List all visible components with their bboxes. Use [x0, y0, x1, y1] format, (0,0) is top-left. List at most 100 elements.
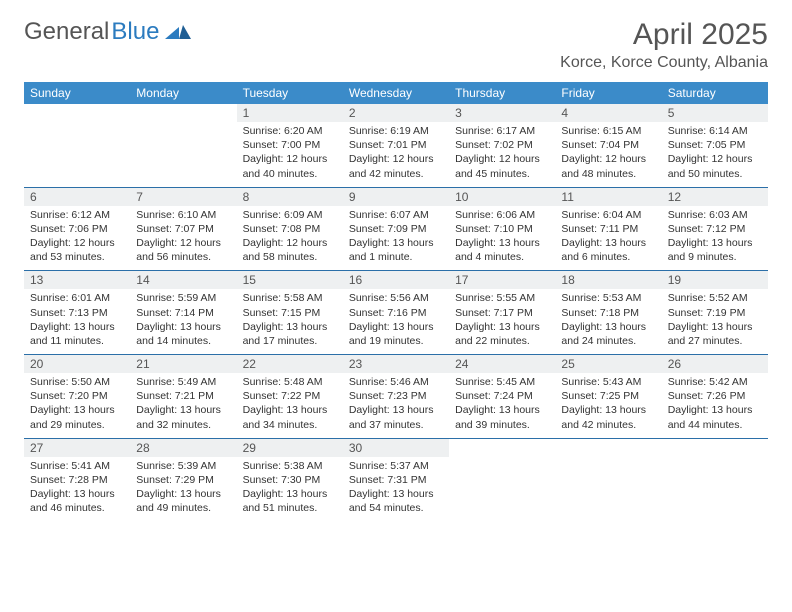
- calendar-cell: 28Sunrise: 5:39 AMSunset: 7:29 PMDayligh…: [130, 438, 236, 522]
- day-line: and 4 minutes.: [455, 250, 549, 264]
- day-line: Daylight: 13 hours: [668, 320, 762, 334]
- weekday-header: Monday: [130, 82, 236, 104]
- day-line: Sunset: 7:09 PM: [349, 222, 443, 236]
- day-line: Daylight: 13 hours: [349, 403, 443, 417]
- day-line: Sunset: 7:00 PM: [243, 138, 337, 152]
- day-line: and 6 minutes.: [561, 250, 655, 264]
- day-line: Sunrise: 5:55 AM: [455, 291, 549, 305]
- day-line: Sunrise: 6:10 AM: [136, 208, 230, 222]
- calendar-week-row: 20Sunrise: 5:50 AMSunset: 7:20 PMDayligh…: [24, 354, 768, 438]
- day-line: Daylight: 13 hours: [243, 403, 337, 417]
- calendar-cell: 19Sunrise: 5:52 AMSunset: 7:19 PMDayligh…: [662, 270, 768, 354]
- day-line: Sunrise: 5:52 AM: [668, 291, 762, 305]
- day-line: Daylight: 13 hours: [455, 236, 549, 250]
- day-line: Sunrise: 5:46 AM: [349, 375, 443, 389]
- day-line: Sunrise: 5:42 AM: [668, 375, 762, 389]
- day-line: and 17 minutes.: [243, 334, 337, 348]
- calendar-cell: 9Sunrise: 6:07 AMSunset: 7:09 PMDaylight…: [343, 187, 449, 271]
- day-line: and 54 minutes.: [349, 501, 443, 515]
- day-line: and 56 minutes.: [136, 250, 230, 264]
- calendar-cell: 3Sunrise: 6:17 AMSunset: 7:02 PMDaylight…: [449, 104, 555, 187]
- day-number: 3: [449, 104, 555, 122]
- day-line: Sunrise: 6:19 AM: [349, 124, 443, 138]
- calendar-week-row: 27Sunrise: 5:41 AMSunset: 7:28 PMDayligh…: [24, 438, 768, 522]
- day-data: Sunrise: 6:03 AMSunset: 7:12 PMDaylight:…: [662, 206, 768, 271]
- day-line: Daylight: 12 hours: [349, 152, 443, 166]
- logo-mark-icon: [165, 18, 191, 46]
- day-line: and 1 minute.: [349, 250, 443, 264]
- day-number: 2: [343, 104, 449, 122]
- day-line: Sunset: 7:05 PM: [668, 138, 762, 152]
- day-data: Sunrise: 5:59 AMSunset: 7:14 PMDaylight:…: [130, 289, 236, 354]
- day-line: and 45 minutes.: [455, 167, 549, 181]
- day-data: Sunrise: 6:01 AMSunset: 7:13 PMDaylight:…: [24, 289, 130, 354]
- day-data: Sunrise: 5:55 AMSunset: 7:17 PMDaylight:…: [449, 289, 555, 354]
- day-line: Sunset: 7:22 PM: [243, 389, 337, 403]
- day-line: Sunrise: 5:49 AM: [136, 375, 230, 389]
- day-line: Sunset: 7:17 PM: [455, 306, 549, 320]
- weekday-header: Friday: [555, 82, 661, 104]
- day-line: Sunset: 7:19 PM: [668, 306, 762, 320]
- day-line: Daylight: 13 hours: [455, 320, 549, 334]
- day-number: 21: [130, 355, 236, 373]
- day-data: Sunrise: 5:43 AMSunset: 7:25 PMDaylight:…: [555, 373, 661, 438]
- calendar-week-row: 1Sunrise: 6:20 AMSunset: 7:00 PMDaylight…: [24, 104, 768, 187]
- day-line: Daylight: 12 hours: [561, 152, 655, 166]
- calendar-cell: 18Sunrise: 5:53 AMSunset: 7:18 PMDayligh…: [555, 270, 661, 354]
- calendar-cell: 16Sunrise: 5:56 AMSunset: 7:16 PMDayligh…: [343, 270, 449, 354]
- calendar-cell: 13Sunrise: 6:01 AMSunset: 7:13 PMDayligh…: [24, 270, 130, 354]
- calendar-cell: [662, 438, 768, 522]
- day-line: Daylight: 13 hours: [561, 320, 655, 334]
- day-line: Sunrise: 6:03 AM: [668, 208, 762, 222]
- day-data: Sunrise: 5:49 AMSunset: 7:21 PMDaylight:…: [130, 373, 236, 438]
- day-line: Sunset: 7:13 PM: [30, 306, 124, 320]
- calendar-cell: [555, 438, 661, 522]
- day-number: 9: [343, 188, 449, 206]
- day-line: and 42 minutes.: [349, 167, 443, 181]
- day-line: Sunset: 7:21 PM: [136, 389, 230, 403]
- day-data: Sunrise: 5:46 AMSunset: 7:23 PMDaylight:…: [343, 373, 449, 438]
- day-line: Daylight: 12 hours: [30, 236, 124, 250]
- day-number: 27: [24, 439, 130, 457]
- calendar-cell: 12Sunrise: 6:03 AMSunset: 7:12 PMDayligh…: [662, 187, 768, 271]
- day-data: Sunrise: 5:53 AMSunset: 7:18 PMDaylight:…: [555, 289, 661, 354]
- day-number: 13: [24, 271, 130, 289]
- day-data: Sunrise: 5:58 AMSunset: 7:15 PMDaylight:…: [237, 289, 343, 354]
- day-data: Sunrise: 6:06 AMSunset: 7:10 PMDaylight:…: [449, 206, 555, 271]
- weekday-header: Tuesday: [237, 82, 343, 104]
- day-line: Sunset: 7:02 PM: [455, 138, 549, 152]
- day-line: and 34 minutes.: [243, 418, 337, 432]
- day-line: Sunrise: 5:50 AM: [30, 375, 124, 389]
- day-number: 10: [449, 188, 555, 206]
- day-line: and 22 minutes.: [455, 334, 549, 348]
- day-number: 18: [555, 271, 661, 289]
- day-number: 4: [555, 104, 661, 122]
- calendar-thead: SundayMondayTuesdayWednesdayThursdayFrid…: [24, 82, 768, 104]
- day-line: and 50 minutes.: [668, 167, 762, 181]
- calendar-cell: 7Sunrise: 6:10 AMSunset: 7:07 PMDaylight…: [130, 187, 236, 271]
- day-line: Daylight: 13 hours: [455, 403, 549, 417]
- day-number: 12: [662, 188, 768, 206]
- calendar-cell: 24Sunrise: 5:45 AMSunset: 7:24 PMDayligh…: [449, 354, 555, 438]
- day-line: Sunrise: 5:56 AM: [349, 291, 443, 305]
- calendar-cell: 21Sunrise: 5:49 AMSunset: 7:21 PMDayligh…: [130, 354, 236, 438]
- weekday-header-row: SundayMondayTuesdayWednesdayThursdayFrid…: [24, 82, 768, 104]
- day-data: Sunrise: 6:07 AMSunset: 7:09 PMDaylight:…: [343, 206, 449, 271]
- day-line: Daylight: 13 hours: [668, 236, 762, 250]
- day-data: Sunrise: 6:04 AMSunset: 7:11 PMDaylight:…: [555, 206, 661, 271]
- day-line: Sunrise: 6:01 AM: [30, 291, 124, 305]
- day-line: and 14 minutes.: [136, 334, 230, 348]
- day-line: Sunrise: 6:06 AM: [455, 208, 549, 222]
- day-number: 20: [24, 355, 130, 373]
- day-number: 5: [662, 104, 768, 122]
- day-line: and 46 minutes.: [30, 501, 124, 515]
- day-line: Daylight: 12 hours: [668, 152, 762, 166]
- day-data: Sunrise: 5:38 AMSunset: 7:30 PMDaylight:…: [237, 457, 343, 522]
- day-line: and 19 minutes.: [349, 334, 443, 348]
- weekday-header: Sunday: [24, 82, 130, 104]
- brand-part2: Blue: [111, 18, 159, 46]
- calendar-cell: 11Sunrise: 6:04 AMSunset: 7:11 PMDayligh…: [555, 187, 661, 271]
- day-line: and 32 minutes.: [136, 418, 230, 432]
- day-line: Sunrise: 5:59 AM: [136, 291, 230, 305]
- day-line: Sunrise: 5:58 AM: [243, 291, 337, 305]
